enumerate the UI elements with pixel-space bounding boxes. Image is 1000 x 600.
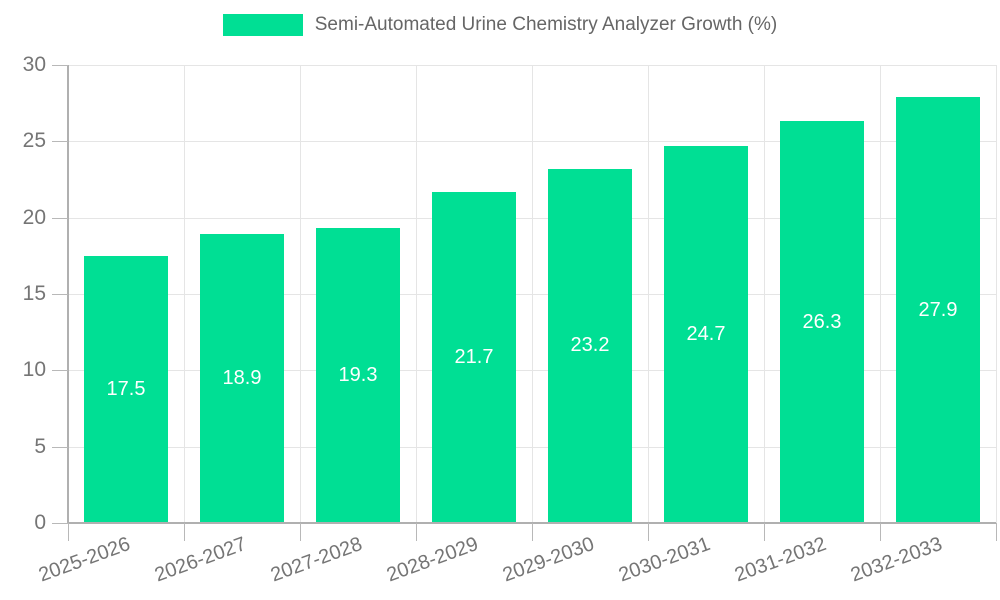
y-axis-tick [52,446,68,448]
gridline-vertical [648,65,649,523]
bar-2028-2029: 21.7 [432,191,516,523]
y-axis-tick [52,294,68,295]
y-axis-tick [52,141,68,143]
x-axis-tick-label: 2031-2032 [732,533,830,587]
y-axis-tick-label: 10 [22,358,46,382]
gridline-vertical [300,65,301,523]
gridline-vertical [764,65,765,523]
y-axis-tick-label: 5 [34,434,46,458]
y-axis-tick [52,65,68,66]
bar-2032-2033: 27.9 [896,97,980,523]
gridline-vertical [532,65,533,523]
x-axis-tick [764,523,765,541]
x-axis-tick [880,523,881,541]
x-axis-tick-label: 2032-2033 [848,533,946,587]
bar-value-label: 18.9 [222,367,262,390]
y-axis-tick-label: 30 [22,53,46,76]
y-axis-tick [52,217,68,219]
x-axis-tick [648,523,649,541]
legend-label: Semi-Automated Urine Chemistry Analyzer … [314,14,778,35]
x-axis-tick [416,523,417,541]
plot-area: 17.5 18.9 19.3 21.7 23.2 24.7 26.3 27.9 0 5 10 15 2… [23,53,997,586]
y-axis-line [67,65,69,523]
gridline-vertical [184,65,185,523]
x-axis-tick [996,523,997,541]
y-axis-tick-label: 15 [22,282,46,305]
x-axis-tick-label: 2027-2028 [268,533,366,587]
y-axis-tick [52,523,68,524]
bar-2030-2031: 24.7 [664,145,748,523]
bar-2027-2028: 19.3 [316,228,400,523]
gridline-vertical [416,65,417,523]
x-axis-tick-label: 2028-2029 [384,533,482,587]
bar-value-label: 27.9 [918,298,958,321]
x-axis-tick-label: 2025-2026 [36,533,134,587]
x-axis-tick-label: 2030-2031 [616,533,714,587]
gridline-vertical [996,65,997,523]
x-axis-tick [300,523,301,541]
bar-2029-2030: 23.2 [548,168,632,523]
x-axis-tick-label: 2029-2030 [500,533,598,587]
bar-value-label: 23.2 [570,334,610,357]
bar-value-label: 26.3 [802,310,842,333]
bar-2026-2027: 18.9 [200,234,284,523]
bar-value-label: 17.5 [106,377,146,400]
x-axis-tick [184,523,185,541]
x-axis-tick [532,523,533,541]
y-axis-tick-label: 25 [22,129,46,153]
y-axis-tick [52,370,68,372]
y-axis-tick-label: 20 [22,205,46,229]
bar-2025-2026: 17.5 [84,255,168,523]
gridline-vertical [880,65,881,523]
bar-value-label: 19.3 [338,364,378,387]
chart-legend: Semi-Automated Urine Chemistry Analyzer … [0,14,1000,36]
x-axis-tick-label: 2026-2027 [152,533,250,587]
bar-2031-2032: 26.3 [780,121,864,523]
bar-value-label: 24.7 [686,322,726,345]
legend-item[interactable]: Semi-Automated Urine Chemistry Analyzer … [222,14,778,36]
bar-value-label: 21.7 [454,345,494,368]
x-axis-tick [68,523,69,541]
y-axis-tick-label: 0 [34,511,46,534]
legend-swatch [222,14,303,36]
